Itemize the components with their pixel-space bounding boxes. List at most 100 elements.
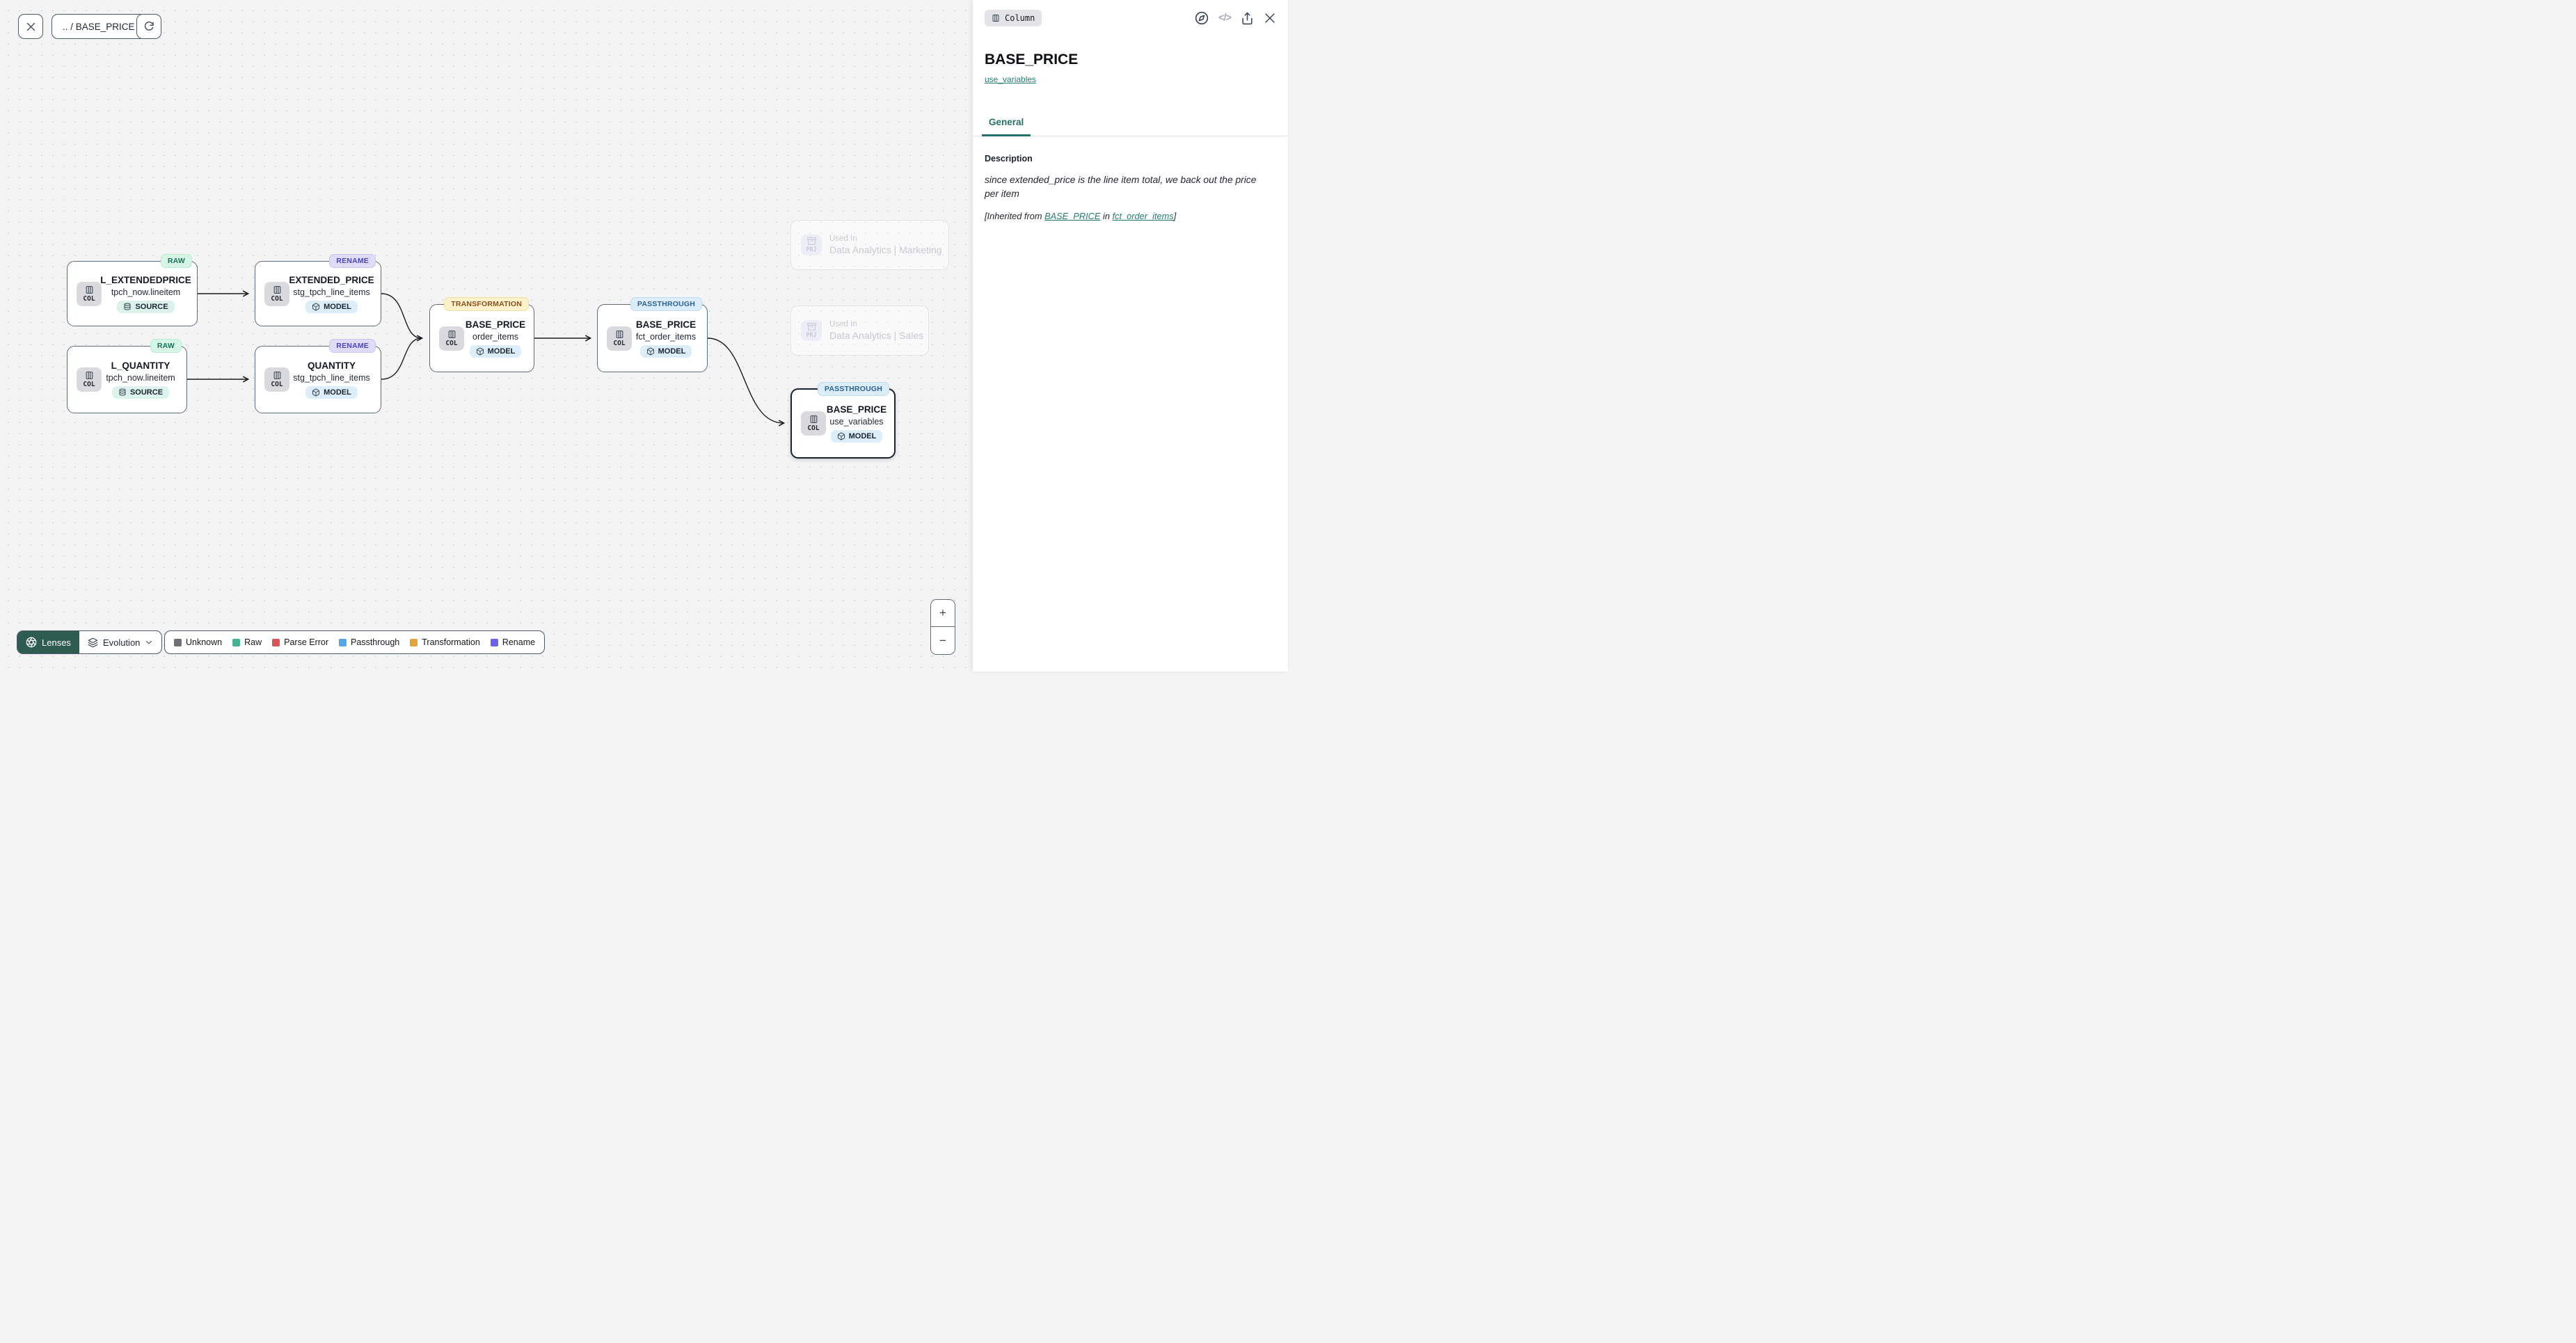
breadcrumb[interactable]: .. / BASE_PRICE xyxy=(51,14,146,39)
lens-selected-value: Evolution xyxy=(102,637,141,648)
node-title: L_EXTENDEDPRICE xyxy=(100,274,191,285)
node-base-price-fct-order-items[interactable]: PASSTHROUGH COL BASE_PRICE fct_order_ite… xyxy=(597,297,708,372)
lens-badge-rename: RENAME xyxy=(329,339,376,353)
zoom-in-button[interactable]: + xyxy=(931,600,955,627)
archive-icon xyxy=(806,237,816,245)
lineage-canvas[interactable]: .. / BASE_PRICE RAW COL L_EXTENDEDPRICE … xyxy=(0,0,973,672)
model-pill: MODEL xyxy=(639,344,692,358)
view-code-button[interactable]: </> xyxy=(1218,13,1232,24)
lens-badge-transformation: TRANSFORMATION xyxy=(444,297,529,311)
column-type-box: COL xyxy=(77,281,102,306)
source-pill: SOURCE xyxy=(117,300,175,313)
used-in-name: Data Analytics | Marketing xyxy=(829,244,942,255)
node-quantity[interactable]: RENAME COL QUANTITY stg_tpch_line_items … xyxy=(255,339,381,413)
lens-legend: Unknown Raw Parse Error Passthrough Tran… xyxy=(164,630,546,654)
model-pill: MODEL xyxy=(469,344,522,358)
model-pill: MODEL xyxy=(830,430,883,443)
lens-badge-rename: RENAME xyxy=(329,254,376,268)
cube-icon xyxy=(476,347,484,355)
ghost-node-used-in-sales[interactable]: PRJ Used In Data Analytics | Sales xyxy=(790,305,929,356)
cube-icon xyxy=(312,388,320,397)
legend-item: Transformation xyxy=(410,637,480,647)
cube-icon xyxy=(312,303,320,310)
lens-badge-passthrough: PASSTHROUGH xyxy=(630,297,702,311)
close-lineage-button[interactable] xyxy=(18,14,43,39)
refresh-icon xyxy=(144,22,154,31)
node-model-name: fct_order_items xyxy=(635,331,697,342)
column-type-box: COL xyxy=(801,411,826,436)
project-type-box: PRJ xyxy=(801,235,822,255)
column-icon xyxy=(616,330,623,338)
project-type-box: PRJ xyxy=(801,320,822,341)
column-type-box: COL xyxy=(77,367,102,392)
description-label: Description xyxy=(985,154,1033,164)
node-model-name: tpch_now.lineitem xyxy=(111,287,181,297)
breadcrumb-label: .. / BASE_PRICE xyxy=(63,21,135,32)
tab-general[interactable]: General xyxy=(982,117,1031,137)
node-model-name: tpch_now.lineitem xyxy=(106,373,175,383)
cube-icon xyxy=(646,347,654,355)
legend-swatch xyxy=(174,638,182,646)
column-icon xyxy=(992,15,999,22)
share-icon xyxy=(1242,12,1253,24)
inherited-column-link[interactable]: BASE_PRICE xyxy=(1044,211,1101,221)
column-type-box: COL xyxy=(439,326,464,351)
legend-item: Parse Error xyxy=(272,637,328,647)
node-title: BASE_PRICE xyxy=(826,404,887,415)
column-icon xyxy=(273,285,280,294)
panel-tabs: General xyxy=(973,111,1288,137)
cube-icon xyxy=(837,432,845,440)
zoom-out-button[interactable]: − xyxy=(931,627,955,654)
inherited-model-link[interactable]: fct_order_items xyxy=(1112,211,1174,221)
column-type-box: COL xyxy=(607,326,632,351)
node-model-name: order_items xyxy=(472,331,518,342)
description-text: since extended_price is the line item to… xyxy=(985,175,1257,199)
legend-swatch xyxy=(410,638,418,646)
app-window: .. / BASE_PRICE RAW COL L_EXTENDEDPRICE … xyxy=(0,0,1288,672)
model-link[interactable]: use_variables xyxy=(985,74,1037,84)
model-pill: MODEL xyxy=(305,300,358,313)
node-base-price-use-variables[interactable]: PASSTHROUGH COL BASE_PRICE use_variables… xyxy=(790,382,896,459)
chevron-down-icon xyxy=(146,641,152,644)
ghost-node-used-in-marketing[interactable]: PRJ Used In Data Analytics | Marketing xyxy=(790,220,949,270)
node-base-price-order-items[interactable]: TRANSFORMATION COL BASE_PRICE order_item… xyxy=(429,297,534,372)
lenses-control: Lenses Evolution xyxy=(17,630,163,654)
legend-swatch xyxy=(232,638,241,646)
node-title: EXTENDED_PRICE xyxy=(289,274,374,285)
compass-icon xyxy=(1195,11,1209,25)
details-panel: Column </> BASE_PRICE use_variables Gene… xyxy=(973,0,1288,672)
explore-lineage-button[interactable] xyxy=(1195,11,1209,25)
code-icon: </> xyxy=(1218,13,1232,24)
lens-selector-dropdown[interactable]: Evolution xyxy=(79,631,161,653)
node-title: QUANTITY xyxy=(308,360,356,371)
close-panel-button[interactable] xyxy=(1264,12,1276,24)
inherited-note: [Inherited from BASE_PRICE in fct_order_… xyxy=(985,211,1177,221)
lenses-label: Lenses xyxy=(42,637,71,648)
legend-swatch xyxy=(490,638,498,646)
legend-item: Rename xyxy=(490,637,535,647)
node-model-name: stg_tpch_line_items xyxy=(293,373,370,383)
column-icon xyxy=(86,285,93,294)
column-type-box: COL xyxy=(264,367,289,392)
legend-item: Raw xyxy=(232,637,262,647)
legend-swatch xyxy=(272,638,280,646)
column-icon xyxy=(448,330,455,338)
refresh-button[interactable] xyxy=(136,14,161,39)
legend-item: Passthrough xyxy=(339,637,399,647)
node-title: L_QUANTITY xyxy=(111,360,170,371)
node-l-extendedprice[interactable]: RAW COL L_EXTENDEDPRICE tpch_now.lineite… xyxy=(67,254,198,326)
used-in-label: Used In xyxy=(829,320,857,328)
archive-icon xyxy=(806,323,816,331)
node-extended-price[interactable]: RENAME COL EXTENDED_PRICE stg_tpch_line_… xyxy=(255,254,381,326)
column-icon xyxy=(86,372,93,379)
lenses-button[interactable]: Lenses xyxy=(17,631,79,653)
close-icon xyxy=(26,22,35,31)
node-l-quantity[interactable]: RAW COL L_QUANTITY tpch_now.lineitem SOU… xyxy=(67,339,187,413)
database-icon xyxy=(119,388,126,396)
zoom-controls: + − xyxy=(930,599,955,655)
used-in-label: Used In xyxy=(829,235,857,243)
lens-badge-passthrough: PASSTHROUGH xyxy=(817,382,889,396)
share-button[interactable] xyxy=(1241,12,1254,25)
column-icon xyxy=(810,415,817,423)
page-title: BASE_PRICE xyxy=(985,51,1079,67)
